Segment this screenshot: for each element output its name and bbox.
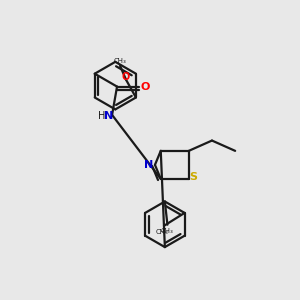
Text: N: N (144, 160, 154, 170)
Text: H: H (98, 111, 105, 121)
Text: N: N (104, 111, 114, 121)
Text: CH₃: CH₃ (114, 58, 126, 64)
Text: CH₃: CH₃ (161, 228, 174, 234)
Text: O: O (140, 82, 150, 92)
Text: O: O (122, 72, 130, 82)
Text: CH₃: CH₃ (156, 229, 168, 235)
Text: S: S (190, 172, 198, 182)
